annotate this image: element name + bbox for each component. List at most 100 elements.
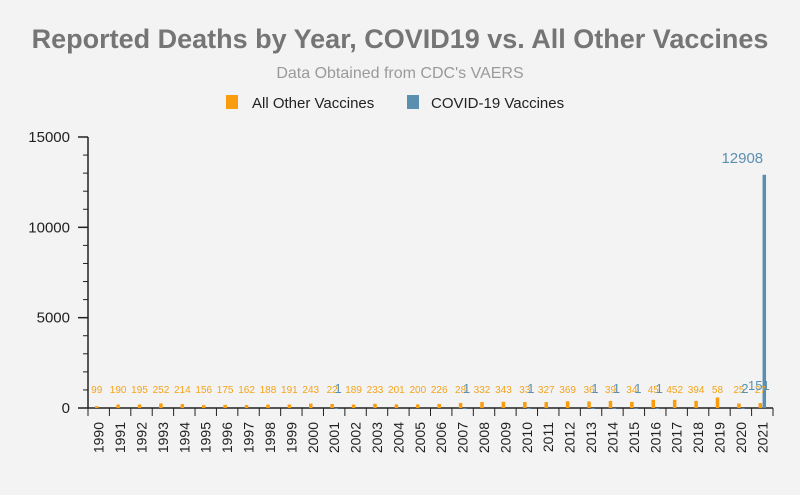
- legend-swatch-other-vaccines: [226, 95, 238, 109]
- data-label-other-vaccines: 452: [666, 385, 683, 396]
- bar-other-vaccines: [116, 404, 120, 408]
- bar-other-vaccines: [458, 402, 463, 408]
- bar-other-vaccines: [694, 400, 698, 408]
- x-tick-label: 1992: [134, 422, 150, 453]
- legend-swatch-covid-vaccines: [407, 95, 419, 109]
- x-tick-label: 1997: [241, 422, 257, 453]
- x-tick-label: 1999: [283, 422, 299, 453]
- x-tick-label: 2019: [711, 422, 727, 453]
- bar-covid-vaccines: [762, 174, 767, 408]
- bar-other-vaccines: [565, 401, 570, 408]
- x-tick-label: 1998: [262, 422, 278, 453]
- bar-other-vaccines: [309, 403, 313, 408]
- x-tick-label: 1996: [219, 422, 235, 453]
- y-tick-label: 0: [62, 400, 70, 417]
- data-label-other-vaccines: 188: [260, 385, 277, 396]
- y-tick-label: 15000: [28, 129, 70, 146]
- x-tick-label: 2013: [583, 422, 599, 453]
- x-tick-label: 2011: [540, 422, 556, 452]
- data-label-other-vaccines: 200: [409, 385, 426, 396]
- data-label-other-vaccines: 45: [648, 385, 660, 396]
- data-label-covid-vaccines: 1: [591, 381, 598, 396]
- bar-other-vaccines: [480, 402, 484, 408]
- data-label-other-vaccines: 162: [238, 385, 255, 396]
- bar-other-vaccines: [394, 404, 399, 408]
- y-tick-label: 5000: [37, 310, 70, 327]
- x-tick-label: 1991: [112, 422, 128, 453]
- bar-other-vaccines: [715, 397, 720, 408]
- bar-other-vaccines: [137, 404, 142, 408]
- bar-other-vaccines: [587, 401, 591, 408]
- data-label-other-vaccines: 39: [605, 385, 617, 396]
- bar-covid-vaccines: [462, 407, 467, 409]
- x-tick-label: 2010: [519, 422, 535, 453]
- bar-other-vaccines: [630, 401, 634, 408]
- x-tick-label: 2017: [669, 422, 685, 453]
- bar-covid-vaccines: [591, 407, 595, 409]
- data-label-other-vaccines: 156: [195, 385, 212, 396]
- bar-covid-vaccines: [612, 407, 617, 409]
- x-tick-label: 2002: [348, 422, 364, 453]
- bar-other-vaccines: [437, 403, 441, 408]
- x-tick-label: 1995: [198, 422, 214, 453]
- legend-item-covid-vaccines[interactable]: COVID-19 Vaccines: [407, 95, 564, 112]
- data-label-other-vaccines: 189: [345, 385, 362, 396]
- x-tick-label: 1994: [176, 422, 192, 453]
- legend-item-other-vaccines[interactable]: All Other Vaccines: [226, 95, 374, 112]
- bar-other-vaccines: [737, 403, 741, 408]
- bar-other-vaccines: [501, 401, 506, 408]
- data-label-other-vaccines: 252: [153, 385, 170, 396]
- data-label-other-vaccines: 58: [712, 385, 724, 396]
- x-tick-label: 2018: [690, 422, 706, 453]
- x-tick-label: 2007: [455, 422, 471, 453]
- data-label-covid-vaccines: 1: [613, 381, 620, 396]
- x-tick-label: 2006: [433, 422, 449, 453]
- legend[interactable]: All Other Vaccines COVID-19 Vaccines: [226, 95, 564, 112]
- bar-other-vaccines: [351, 404, 356, 408]
- data-label-other-vaccines: 327: [538, 385, 555, 396]
- chart-title: Reported Deaths by Year, COVID19 vs. All…: [32, 24, 769, 54]
- bar-other-vaccines: [287, 404, 292, 408]
- bar-other-vaccines: [244, 405, 249, 408]
- x-tick-label: 2014: [604, 422, 620, 453]
- data-label-other-vaccines: 394: [688, 385, 705, 396]
- data-label-other-vaccines: 36: [583, 385, 595, 396]
- data-label-other-vaccines: 34: [626, 385, 638, 396]
- data-label-other-vaccines: 99: [91, 385, 103, 396]
- x-tick-label: 2003: [369, 422, 385, 453]
- bar-other-vaccines: [672, 399, 677, 408]
- x-tick-label: 2015: [626, 422, 642, 453]
- bar-other-vaccines: [758, 403, 763, 408]
- data-label-covid-vaccines: 1: [527, 381, 534, 396]
- data-label-other-vaccines: 214: [174, 385, 191, 396]
- x-axis: 1990 1991 1992 1993 1994 1995 1996 1997 1998 1999…: [87, 407, 774, 453]
- x-tick-label: 2004: [390, 422, 406, 453]
- data-label-other-vaccines: 175: [217, 385, 234, 396]
- x-tick-label: 1993: [155, 422, 171, 453]
- bar-other-vaccines: [223, 404, 227, 408]
- bar-covid-vaccines: [334, 407, 338, 409]
- bar-other-vaccines: [201, 405, 206, 408]
- data-label-covid-vaccines: 2: [741, 381, 748, 396]
- y-tick-label: 10000: [28, 219, 70, 236]
- chart-subtitle: Data Obtained from CDC's VAERS: [276, 65, 523, 82]
- bar-other-vaccines: [94, 406, 99, 408]
- x-tick-label: 2005: [412, 422, 428, 453]
- data-label-covid-vaccines: 1: [634, 381, 641, 396]
- bar-covid-vaccines: [655, 407, 660, 409]
- x-tick-label: 2012: [562, 422, 578, 453]
- bar-other-vaccines: [544, 402, 548, 408]
- x-tick-label: 1990: [91, 422, 107, 453]
- data-label-covid-vaccines: 1: [656, 381, 663, 396]
- x-tick-label: 2016: [647, 422, 663, 453]
- data-label-other-vaccines: 369: [559, 385, 576, 396]
- x-tick-label: 2020: [733, 422, 749, 453]
- data-label-covid-vaccines: 151: [748, 378, 770, 393]
- x-tick-label: 2009: [497, 422, 513, 453]
- data-label-other-vaccines: 191: [281, 385, 298, 396]
- bar-other-vaccines: [266, 404, 270, 408]
- data-label-covid-vaccines: 1: [463, 381, 470, 396]
- bar-covid-vaccines: [527, 407, 531, 409]
- bar-other-vaccines: [416, 404, 420, 408]
